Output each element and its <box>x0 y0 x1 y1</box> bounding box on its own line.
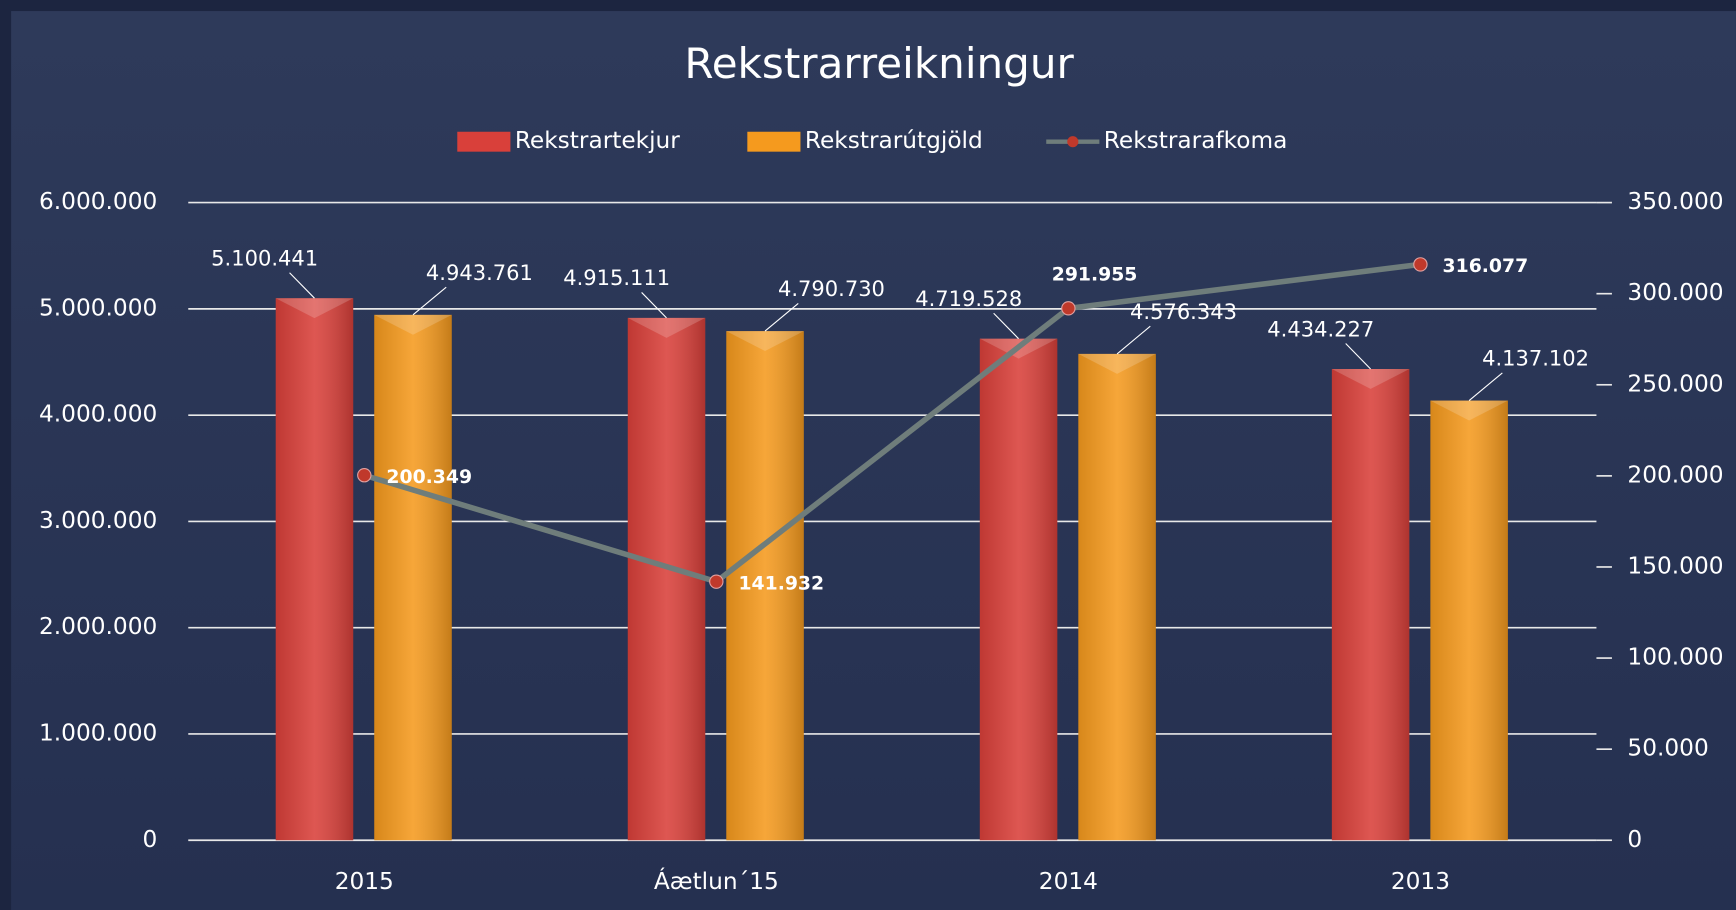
data-label: 200.349 <box>386 467 472 488</box>
y2-tick-label: 350.000 <box>1627 188 1723 215</box>
marker <box>1413 257 1428 272</box>
marker <box>357 468 372 483</box>
bar-shade <box>1078 353 1156 841</box>
bar-bevel <box>627 317 706 338</box>
data-label: 291.955 <box>1052 265 1138 286</box>
data-label: 4.576.343 <box>1130 299 1237 324</box>
x-tick-label: 2015 <box>335 868 394 895</box>
bar-bevel <box>1331 368 1410 389</box>
leader-line <box>1345 343 1371 370</box>
bar-bevel <box>1430 400 1508 421</box>
line <box>363 261 1421 585</box>
bar-bevel <box>1078 353 1156 374</box>
x-tick-label: 2013 <box>1391 868 1450 895</box>
y-tick-label: 2.000.000 <box>39 613 157 640</box>
leader-line <box>764 303 799 332</box>
legend-label: Rekstrarútgjöld <box>805 127 983 154</box>
legend-label: Rekstrarafkoma <box>1104 127 1288 154</box>
y2-tick-label: 0 <box>1627 826 1642 853</box>
y-tick-label: 1.000.000 <box>39 719 157 746</box>
bar-shade <box>627 317 706 841</box>
data-label: 4.943.761 <box>426 260 533 285</box>
y2-tick-label: 100.000 <box>1627 644 1723 671</box>
y2-tick-label: 250.000 <box>1627 370 1723 397</box>
bar-shade <box>979 338 1058 841</box>
bar-bevel <box>275 298 354 319</box>
y2-tick-label: 200.000 <box>1627 461 1723 488</box>
bar-bevel <box>726 331 804 352</box>
y2-tick-label: 150.000 <box>1627 552 1723 579</box>
data-label: 4.137.102 <box>1482 346 1589 371</box>
data-label: 141.932 <box>738 573 824 594</box>
bar-bevel <box>374 314 452 335</box>
y-tick-label: 4.000.000 <box>39 401 157 428</box>
legend-label: Rekstrartekjur <box>515 127 680 154</box>
y-tick-label: 6.000.000 <box>39 188 157 215</box>
leader-line <box>412 286 447 316</box>
data-label: 5.100.441 <box>211 245 318 270</box>
leader-line <box>641 292 667 319</box>
data-label: 4.790.730 <box>778 276 885 301</box>
leader-line <box>289 272 315 299</box>
marker <box>709 574 724 589</box>
x-tick-label: 2014 <box>1039 868 1098 895</box>
y-tick-label: 5.000.000 <box>39 294 157 321</box>
leader-line <box>1116 325 1151 355</box>
legend-swatch <box>457 131 511 152</box>
bar-shade <box>726 331 804 841</box>
bar-shade <box>1430 400 1508 841</box>
bar-shade <box>374 314 452 841</box>
chart-title: Rekstrarreikningur <box>684 39 1074 88</box>
marker <box>1061 301 1076 316</box>
leader-line <box>1468 372 1503 402</box>
data-label: 4.719.528 <box>915 286 1022 311</box>
y2-tick-label: 300.000 <box>1627 279 1723 306</box>
y-tick-label: 3.000.000 <box>39 507 157 534</box>
data-label: 316.077 <box>1443 256 1529 277</box>
y-tick-label: 0 <box>142 826 157 853</box>
leader-line <box>993 312 1019 340</box>
bar-shade <box>1331 368 1410 841</box>
legend-swatch <box>747 131 801 152</box>
data-label: 4.915.111 <box>563 265 670 290</box>
y2-tick-label: 50.000 <box>1627 735 1708 762</box>
x-tick-label: Áætlun´15 <box>654 867 779 895</box>
bar-shade <box>275 298 354 841</box>
legend-marker <box>1067 136 1079 148</box>
data-label: 4.434.227 <box>1267 316 1374 341</box>
